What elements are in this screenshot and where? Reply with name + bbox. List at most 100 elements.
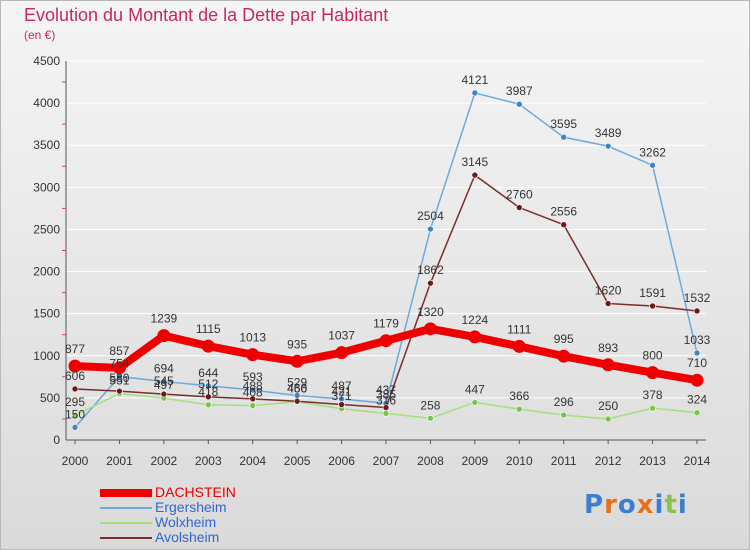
data-point-dachstein-2003 [201, 339, 215, 353]
data-label-ergersheim-2012: 3489 [595, 126, 622, 140]
data-point-dachstein-2012 [601, 358, 615, 372]
x-tick-label-2001: 2001 [106, 454, 133, 468]
data-label-dachstein-2014: 710 [687, 356, 707, 370]
x-tick-label-2011: 2011 [551, 454, 577, 468]
y-tick-label-2500: 2500 [33, 222, 60, 236]
data-label-ergersheim-2008: 2504 [417, 209, 444, 223]
data-label-wolxheim-2014: 324 [687, 393, 707, 407]
x-tick-label-2005: 2005 [284, 454, 311, 468]
data-point-ergersheim-2002 [160, 378, 168, 385]
data-label-avolsheim-2013: 1591 [639, 286, 666, 300]
legend-swatch-avolsheim [100, 537, 152, 539]
data-label-wolxheim-2003: 418 [198, 385, 218, 399]
data-label-wolxheim-2012: 250 [598, 399, 618, 413]
data-label-dachstein-2004: 1013 [239, 331, 266, 345]
data-label-avolsheim-2007: 385 [376, 388, 396, 402]
data-label-dachstein-2006: 1037 [328, 329, 355, 343]
data-point-ergersheim-2013 [649, 161, 656, 169]
logo-letter: r [604, 490, 618, 520]
data-point-dachstein-2004 [246, 348, 260, 362]
y-tick-label-0: 0 [53, 433, 60, 447]
data-point-dachstein-2006 [335, 346, 349, 360]
data-label-dachstein-2011: 995 [554, 332, 574, 346]
data-label-dachstein-2007: 1179 [373, 317, 399, 331]
logo-letter: P [584, 490, 605, 520]
y-tick-label-2000: 2000 [33, 265, 60, 279]
data-label-ergersheim-2006: 487 [332, 379, 352, 393]
x-tick-label-2007: 2007 [373, 454, 400, 468]
data-label-wolxheim-2011: 296 [554, 395, 574, 409]
logo-letter: i [677, 490, 688, 520]
data-label-ergersheim-2013: 3262 [639, 145, 666, 159]
data-point-avolsheim-2010 [515, 204, 523, 211]
data-point-avolsheim-2004 [249, 395, 257, 403]
data-point-wolxheim-2014 [693, 409, 701, 417]
y-tick-label-4000: 4000 [33, 96, 60, 110]
data-label-wolxheim-2000: 295 [65, 395, 85, 409]
data-point-wolxheim-2003 [204, 401, 212, 409]
data-label-avolsheim-2001: 580 [109, 371, 129, 385]
data-point-dachstein-2008 [423, 322, 437, 336]
x-tick-label-2000: 2000 [62, 454, 89, 468]
data-label-avolsheim-2010: 2760 [506, 188, 533, 202]
legend-swatch-wolxheim [100, 522, 152, 524]
data-label-dachstein-2002: 1239 [151, 312, 178, 326]
y-tick-label-500: 500 [40, 391, 60, 405]
data-label-ergersheim-2003: 644 [198, 366, 218, 380]
legend-item-wolxheim: Wolxheim [100, 514, 300, 530]
data-label-ergersheim-2005: 529 [287, 375, 307, 389]
data-label-ergersheim-2000: 150 [65, 407, 85, 421]
data-label-dachstein-2013: 800 [643, 349, 663, 363]
data-point-ergersheim-2003 [204, 382, 212, 390]
data-label-ergersheim-2004: 593 [243, 370, 263, 384]
data-point-avolsheim-2008 [427, 279, 434, 287]
data-point-dachstein-2000 [68, 359, 82, 373]
data-point-avolsheim-2003 [204, 393, 212, 401]
x-tick-label-2009: 2009 [462, 454, 489, 468]
data-point-dachstein-2005 [290, 354, 304, 368]
data-point-wolxheim-2009 [471, 399, 479, 406]
logo-letter: i [654, 490, 665, 520]
data-point-avolsheim-2002 [160, 390, 168, 398]
logo-letter: x [636, 490, 655, 520]
data-label-avolsheim-2011: 2556 [550, 205, 577, 219]
data-label-wolxheim-2013: 378 [643, 388, 663, 402]
data-point-wolxheim-2010 [515, 405, 523, 413]
logo-letter: t [664, 490, 678, 520]
legend-swatch-dachstein [100, 489, 152, 497]
data-label-dachstein-2003: 1115 [196, 322, 221, 336]
legend-label-ergersheim: Ergersheim [155, 499, 227, 515]
data-label-wolxheim-2005: 456 [287, 382, 307, 396]
data-point-ergersheim-2009 [471, 89, 479, 97]
data-label-dachstein-2012: 893 [598, 341, 618, 355]
x-tick-label-2014: 2014 [684, 454, 711, 468]
x-tick-label-2002: 2002 [151, 454, 178, 468]
data-label-ergersheim-2007: 437 [376, 383, 396, 397]
data-point-wolxheim-2007 [382, 410, 390, 417]
data-label-avolsheim-2006: 421 [332, 385, 352, 399]
data-point-avolsheim-2013 [649, 302, 656, 310]
proxiti-logo: Proxiti [584, 490, 688, 520]
data-point-avolsheim-2014 [693, 307, 701, 315]
data-point-dachstein-2013 [646, 366, 660, 380]
data-label-ergersheim-2011: 3595 [550, 117, 577, 131]
data-point-ergersheim-2012 [604, 142, 612, 150]
data-point-dachstein-2011 [557, 349, 571, 363]
data-label-ergersheim-2002: 694 [154, 362, 174, 376]
legend-item-avolsheim: Avolsheim [100, 529, 300, 545]
data-label-ergersheim-2010: 3987 [506, 84, 533, 98]
data-label-avolsheim-2000: 606 [65, 369, 85, 383]
legend-label-wolxheim: Wolxheim [155, 514, 217, 530]
data-point-ergersheim-2000 [71, 424, 79, 431]
x-tick-label-2012: 2012 [595, 454, 622, 468]
data-label-ergersheim-2014: 1033 [684, 333, 711, 347]
data-label-wolxheim-2001: 551 [109, 374, 129, 388]
data-point-avolsheim-2006 [338, 401, 345, 408]
y-tick-label-1500: 1500 [33, 307, 60, 321]
data-point-avolsheim-2005 [293, 397, 301, 405]
data-label-wolxheim-2002: 497 [154, 378, 174, 392]
data-point-ergersheim-2010 [515, 100, 523, 108]
data-point-avolsheim-2007 [382, 404, 390, 411]
